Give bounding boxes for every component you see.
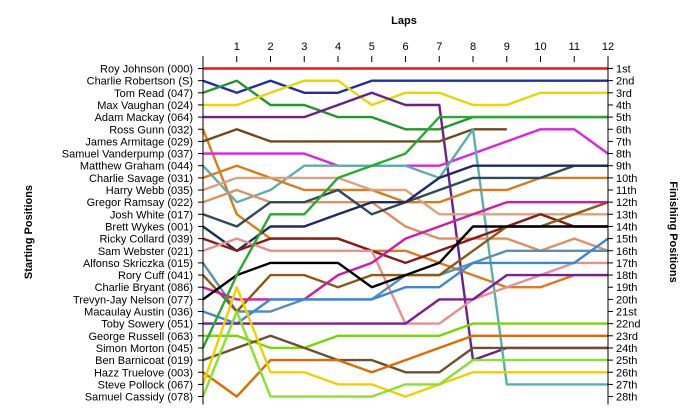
- starting-label: Rory Cuff (041): [118, 270, 193, 282]
- starting-label: Toby Sowery (051): [101, 319, 193, 331]
- finishing-label: 15th: [616, 234, 637, 246]
- series-line: [202, 79, 608, 94]
- starting-label: Alfonso Skriczka (015): [83, 258, 193, 270]
- finishing-label: 14th: [616, 221, 637, 233]
- finishing-label: 16th: [616, 246, 637, 258]
- starting-label: Brett Wykes (001): [105, 221, 193, 233]
- series-line: [202, 334, 608, 374]
- finishing-label: 1st: [616, 64, 631, 76]
- starting-label: Adam Mackay (064): [95, 112, 193, 124]
- x-tick-label: 4: [335, 41, 341, 53]
- x-tick-label: 2: [267, 41, 273, 53]
- starting-label: Harry Webb (035): [106, 185, 193, 197]
- finishing-label: 28th: [616, 392, 637, 404]
- right-axis-title: Finishing Positions: [667, 181, 679, 282]
- finishing-label: 12th: [616, 197, 637, 209]
- starting-label: Roy Johnson (000): [100, 64, 193, 76]
- starting-label: Charlie Savage (031): [89, 173, 193, 185]
- series-line: [202, 128, 507, 143]
- series-line: [202, 201, 609, 313]
- x-axis-title: Laps: [391, 15, 417, 27]
- finishing-label: 6th: [616, 124, 631, 136]
- series-line: [202, 176, 608, 216]
- starting-label: Max Vaughan (024): [97, 100, 193, 112]
- starting-label: Josh White (017): [110, 209, 193, 221]
- finishing-label: 26th: [616, 367, 637, 379]
- finishing-label: 27th: [616, 379, 637, 391]
- finishing-label: 11th: [616, 185, 637, 197]
- finishing-label: 9th: [616, 161, 631, 173]
- series-line: [202, 213, 608, 265]
- finishing-label: 25th: [616, 355, 637, 367]
- starting-label: Matthew Graham (044): [80, 161, 193, 173]
- starting-label: Ricky Collard (039): [99, 234, 193, 246]
- x-tick-label: 11: [569, 41, 580, 53]
- finishing-position-labels: 1st2nd3rd4th5th6th7th8th9th10th11th12th1…: [616, 64, 640, 404]
- finishing-label: 4th: [616, 100, 631, 112]
- x-tick-label: 8: [470, 41, 476, 53]
- x-axis-ticks: 1 2 3 4 5 6 7 8 9 10 11 12: [234, 41, 614, 53]
- starting-label: George Russell (063): [88, 331, 193, 343]
- series-line: [202, 225, 608, 301]
- starting-label: Ross Gunn (032): [109, 124, 193, 136]
- starting-label: Samuel Cassidy (078): [85, 392, 193, 404]
- starting-label: Simon Morton (045): [96, 343, 193, 355]
- x-tick-label: 3: [301, 41, 307, 53]
- starting-label: Macaulay Austin (036): [84, 307, 193, 319]
- finishing-label: 19th: [616, 282, 637, 294]
- x-tick-label: 10: [534, 41, 546, 53]
- finishing-label: 17th: [616, 258, 637, 270]
- starting-label: Charlie Robertson (S): [87, 76, 193, 88]
- x-tick-label: 12: [602, 41, 614, 53]
- finishing-label: 2nd: [616, 76, 634, 88]
- finishing-label: 5th: [616, 112, 631, 124]
- left-axis-title: Starting Positions: [23, 185, 35, 279]
- finishing-label: 7th: [616, 136, 631, 148]
- series-line: [203, 79, 608, 107]
- series-lines: [201, 67, 609, 398]
- x-tick-label: 5: [369, 41, 375, 53]
- series-line: [201, 115, 608, 349]
- finishing-label: 18th: [616, 270, 637, 282]
- finishing-label: 10th: [616, 173, 637, 185]
- series-line: [202, 237, 609, 325]
- series-line: [201, 310, 608, 398]
- starting-position-labels: Roy Johnson (000)Charlie Robertson (S)To…: [62, 64, 193, 404]
- starting-label: James Armitage (029): [85, 136, 193, 148]
- starting-label: Gregor Ramsay (022): [87, 197, 193, 209]
- x-tick-label: 7: [436, 41, 442, 53]
- series-line: [201, 286, 608, 398]
- series-line: [202, 334, 608, 398]
- series-line: [203, 273, 608, 325]
- finishing-label: 24th: [616, 343, 637, 355]
- finishing-label: 22nd: [616, 319, 640, 331]
- starting-label: Charlie Bryant (086): [95, 282, 193, 294]
- finishing-label: 21st: [616, 307, 637, 319]
- finishing-label: 13th: [616, 209, 637, 221]
- series-line: [203, 322, 608, 350]
- starting-label: Tom Read (047): [114, 88, 193, 100]
- finishing-label: 8th: [616, 149, 631, 161]
- series-line: [202, 164, 608, 252]
- starting-label: Samuel Vanderpump (037): [62, 149, 193, 161]
- x-tick-label: 1: [234, 41, 240, 53]
- starting-label: Trevyn-Jay Nelson (077): [73, 294, 193, 306]
- x-tick-label: 9: [504, 41, 510, 53]
- starting-label: Steve Pollock (067): [98, 379, 193, 391]
- chart-axes: [198, 56, 613, 405]
- starting-label: Sam Webster (021): [98, 246, 193, 258]
- finishing-label: 20th: [616, 294, 637, 306]
- series-line: [202, 128, 608, 386]
- series-line: [202, 164, 608, 204]
- finishing-label: 3rd: [616, 88, 632, 100]
- starting-label: Ben Barnicoat (019): [95, 355, 193, 367]
- series-line: [203, 128, 609, 167]
- finishing-label: 23rd: [616, 331, 638, 343]
- x-tick-label: 6: [402, 41, 408, 53]
- starting-label: Hazz Truelove (003): [94, 367, 193, 379]
